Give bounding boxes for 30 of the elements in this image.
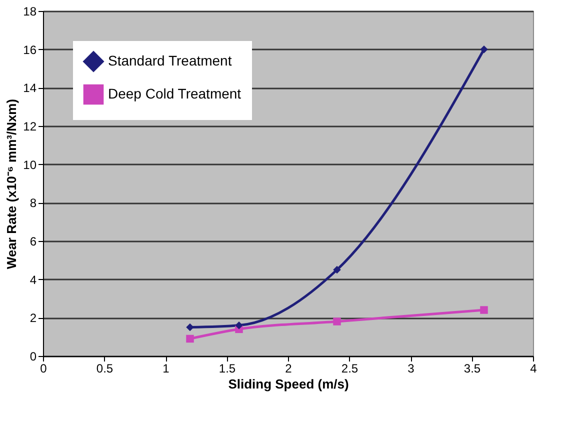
x-tick-label: 3 — [408, 362, 415, 376]
legend-label: Deep Cold Treatment — [108, 86, 242, 102]
y-tick-label: 8 — [30, 196, 37, 210]
x-tick-label: 2 — [285, 362, 292, 376]
x-tick-label: 0.5 — [96, 362, 114, 376]
x-tick-label: 1.5 — [218, 362, 236, 376]
x-axis-title: Sliding Speed (m/s) — [228, 376, 349, 392]
y-tick-label: 6 — [30, 234, 37, 248]
x-tick-label: 0 — [40, 362, 48, 376]
point — [480, 306, 488, 314]
point — [235, 321, 243, 330]
point — [333, 266, 341, 274]
x-tick-label: 1 — [162, 362, 170, 376]
y-tick-label: 14 — [23, 81, 37, 96]
y-tick-label: 18 — [23, 4, 37, 18]
legend-label: Standard Treatment — [108, 52, 232, 68]
y-tick-label: 0 — [30, 350, 37, 364]
point — [186, 334, 194, 343]
point — [480, 45, 488, 54]
point — [186, 323, 194, 332]
x-tick-label: 2.5 — [341, 362, 358, 376]
y-tick-label: 12 — [23, 120, 37, 134]
y-tick-label: 4 — [30, 272, 37, 287]
x-tick-label: 4 — [530, 362, 538, 376]
y-axis-title: Wear Rate (x10⁻⁶ mm³/Nxm) — [4, 98, 20, 270]
x-tick-label: 3.5 — [464, 362, 481, 376]
y-tick-label: 10 — [23, 158, 37, 172]
y-tick-label: 2 — [30, 311, 37, 326]
point — [333, 318, 341, 326]
y-tick-label: 16 — [23, 42, 37, 57]
